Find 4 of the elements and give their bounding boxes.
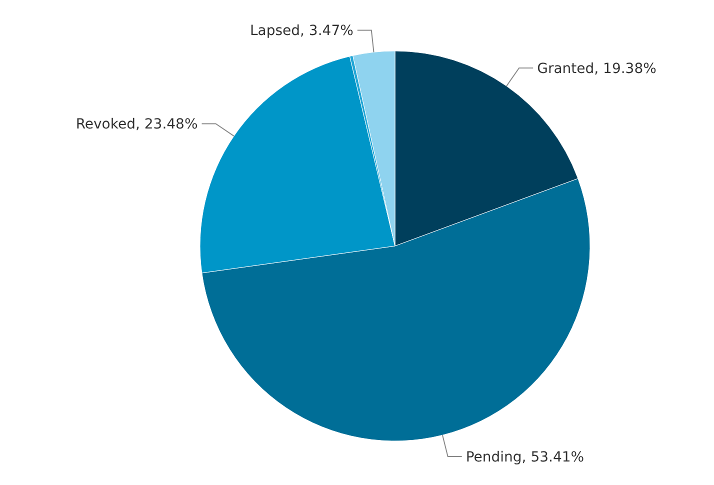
slice-label: Granted, 19.38% bbox=[537, 60, 656, 77]
slice-label: Pending, 53.41% bbox=[466, 449, 584, 466]
slice-label: Lapsed, 3.47% bbox=[250, 23, 354, 40]
slice-label: Revoked, 23.48% bbox=[76, 116, 198, 133]
